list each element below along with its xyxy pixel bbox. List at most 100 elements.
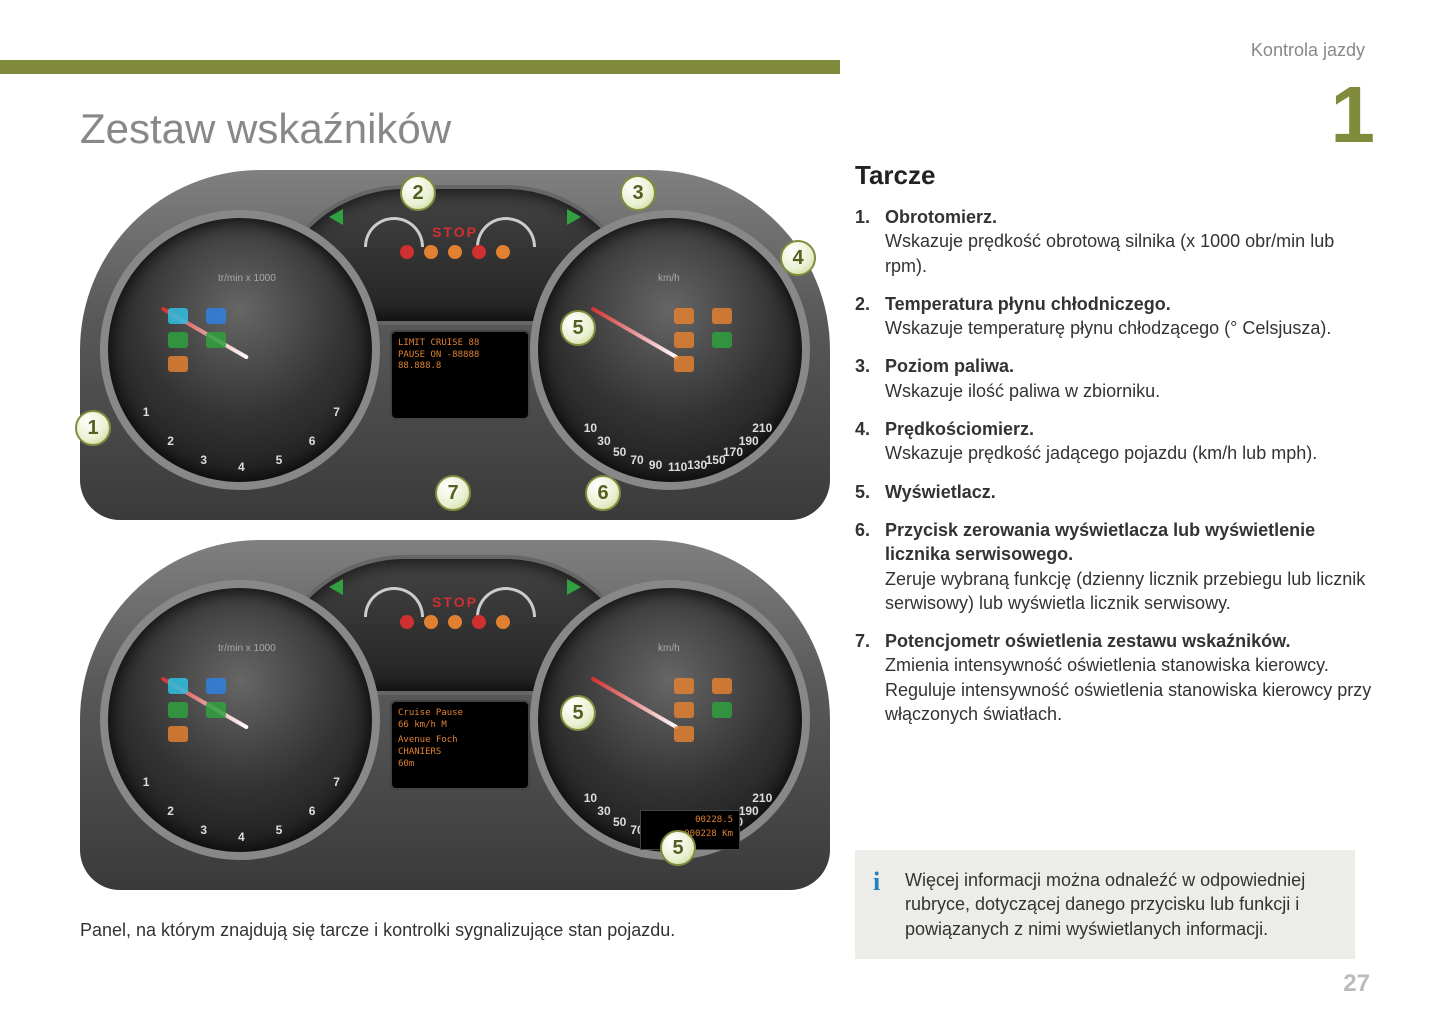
warning-lamp-icon (496, 245, 510, 259)
tachometer: tr/min x 1000 1234567 (100, 210, 380, 490)
display-line: 60m (398, 759, 522, 771)
park-brake-icon (712, 702, 732, 718)
airbag-icon (674, 678, 694, 694)
speedo-unit-label: km/h (658, 273, 680, 284)
right-indicator-icons (674, 308, 742, 372)
display-line: LIMIT CRUISE 88 (398, 338, 522, 350)
list-item-desc: Zmienia intensywność oświetlenia stanowi… (885, 655, 1371, 724)
list-item-desc: Wskazuje prędkość jadącego pojazdu (km/h… (885, 443, 1317, 463)
speedometer: km/h 1030507090110130150170190210 (530, 210, 810, 490)
list-item-title: Prędkościomierz. (885, 417, 1375, 441)
warning-lamp-icon (472, 245, 486, 259)
gauge-tick-label: 30 (597, 804, 610, 818)
warning-lamp-icon (448, 615, 462, 629)
right-indicator-icons (674, 678, 742, 742)
gauge-tick-label: 7 (333, 775, 340, 789)
stop-warning-icon: STOP (432, 594, 478, 610)
speedo-unit-label: km/h (658, 643, 680, 654)
tpms-icon (674, 332, 694, 348)
gauge-tick-label: 210 (752, 421, 772, 435)
figure-column: STOP tr/min x 1000 1234567 km/h 10305070… (80, 170, 830, 941)
left-indicator-icons (168, 308, 236, 372)
low-beam-icon (168, 702, 188, 718)
list-item: 6.Przycisk zerowania wyświetlacza lub wy… (855, 518, 1375, 615)
info-icon: i (873, 864, 880, 899)
list-item-title: Obrotomierz. (885, 205, 1375, 229)
page-number: 27 (1343, 970, 1370, 998)
tpms-icon (674, 702, 694, 718)
list-item: 5.Wyświetlacz. (855, 480, 1375, 504)
turn-right-icon (567, 579, 581, 595)
list-item-title: Poziom paliwa. (885, 354, 1375, 378)
warning-lamp-row (400, 615, 510, 629)
airbag-icon (674, 308, 694, 324)
list-item: 7.Potencjometr oświetlenia zestawu wskaź… (855, 629, 1375, 726)
gauge-tick-label: 5 (276, 453, 283, 467)
info-box: i Więcej informacji można odnaleźć w odp… (855, 850, 1355, 959)
gauge-tick-label: 190 (739, 804, 759, 818)
gauge-tick-label: 190 (739, 434, 759, 448)
center-display: LIMIT CRUISE 88 PAUSE ON -88888 88.888.8 (390, 330, 530, 420)
high-beam-icon (206, 308, 226, 324)
callout-marker: 6 (585, 475, 621, 511)
parking-light-icon (168, 308, 188, 324)
text-column: Tarcze 1.Obrotomierz.Wskazuje prędkość o… (855, 160, 1375, 740)
gauge-tick-label: 10 (584, 791, 597, 805)
gauge-tick-label: 30 (597, 434, 610, 448)
fog-front-icon (206, 702, 226, 718)
list-item: 3.Poziom paliwa.Wskazuje ilość paliwa w … (855, 354, 1375, 403)
gauge-tick-label: 3 (200, 823, 207, 837)
list-number: 7. (855, 629, 885, 726)
info-text: Więcej informacji można odnaleźć w odpow… (905, 870, 1305, 939)
stop-warning-icon: STOP (432, 224, 478, 240)
gauge-tick-label: 10 (584, 421, 597, 435)
list-item-desc: Wskazuje prędkość obrotową silnika (x 10… (885, 231, 1334, 275)
gauge-tick-label: 110 (668, 460, 687, 474)
gauge-tick-label: 70 (630, 453, 643, 467)
parking-light-icon (168, 678, 188, 694)
engine-icon (674, 726, 694, 742)
turn-left-icon (329, 579, 343, 595)
gauge-tick-label: 3 (200, 453, 207, 467)
high-beam-icon (206, 678, 226, 694)
list-number: 4. (855, 417, 885, 466)
callout-marker: 1 (75, 410, 111, 446)
gauge-tick-label: 2 (167, 804, 174, 818)
header-accent-bar (0, 60, 840, 74)
instrument-cluster: STOP tr/min x 1000 1234567 km/h 10305070… (80, 170, 830, 520)
coolant-temp-gauge (364, 217, 434, 267)
gauge-tick-label: 1 (143, 405, 150, 419)
fuel-gauge (476, 217, 546, 267)
list-item-title: Potencjometr oświetlenia zestawu wskaźni… (885, 629, 1375, 653)
gauge-tick-label: 210 (752, 791, 772, 805)
tach-unit-label: tr/min x 1000 (218, 273, 276, 284)
list-item-title: Przycisk zerowania wyświetlacza lub wyśw… (885, 518, 1375, 567)
warning-lamp-icon (400, 245, 414, 259)
list-item-title: Temperatura płynu chłodniczego. (885, 292, 1375, 316)
gauge-tick-label: 90 (649, 458, 662, 472)
callout-marker: 5 (560, 695, 596, 731)
list-number: 5. (855, 480, 885, 504)
fog-rear-icon (168, 726, 188, 742)
park-brake-icon (712, 332, 732, 348)
warning-lamp-icon (424, 615, 438, 629)
list-item-desc: Zeruje wybraną funkcję (dzienny licznik … (885, 569, 1365, 613)
gauge-tick-label: 130 (687, 458, 707, 472)
list-number: 1. (855, 205, 885, 278)
speedo-needle (590, 306, 679, 359)
list-number: 2. (855, 292, 885, 341)
turn-right-icon (567, 209, 581, 225)
warning-lamp-icon (400, 615, 414, 629)
chapter-number: 1 (1331, 75, 1376, 155)
engine-icon (674, 356, 694, 372)
gauge-tick-label: 50 (613, 815, 626, 829)
numbered-list: 1.Obrotomierz.Wskazuje prędkość obrotową… (855, 205, 1375, 726)
list-item: 1.Obrotomierz.Wskazuje prędkość obrotową… (855, 205, 1375, 278)
gauge-tick-label: 6 (309, 434, 316, 448)
instrument-cluster-figure-top: STOP tr/min x 1000 1234567 km/h 10305070… (80, 170, 830, 520)
display-line: 88.888.8 (398, 361, 522, 373)
gauge-tick-label: 50 (613, 445, 626, 459)
display-line: PAUSE ON -88888 (398, 350, 522, 362)
warning-lamp-icon (424, 245, 438, 259)
gauge-tick-label: 6 (309, 804, 316, 818)
